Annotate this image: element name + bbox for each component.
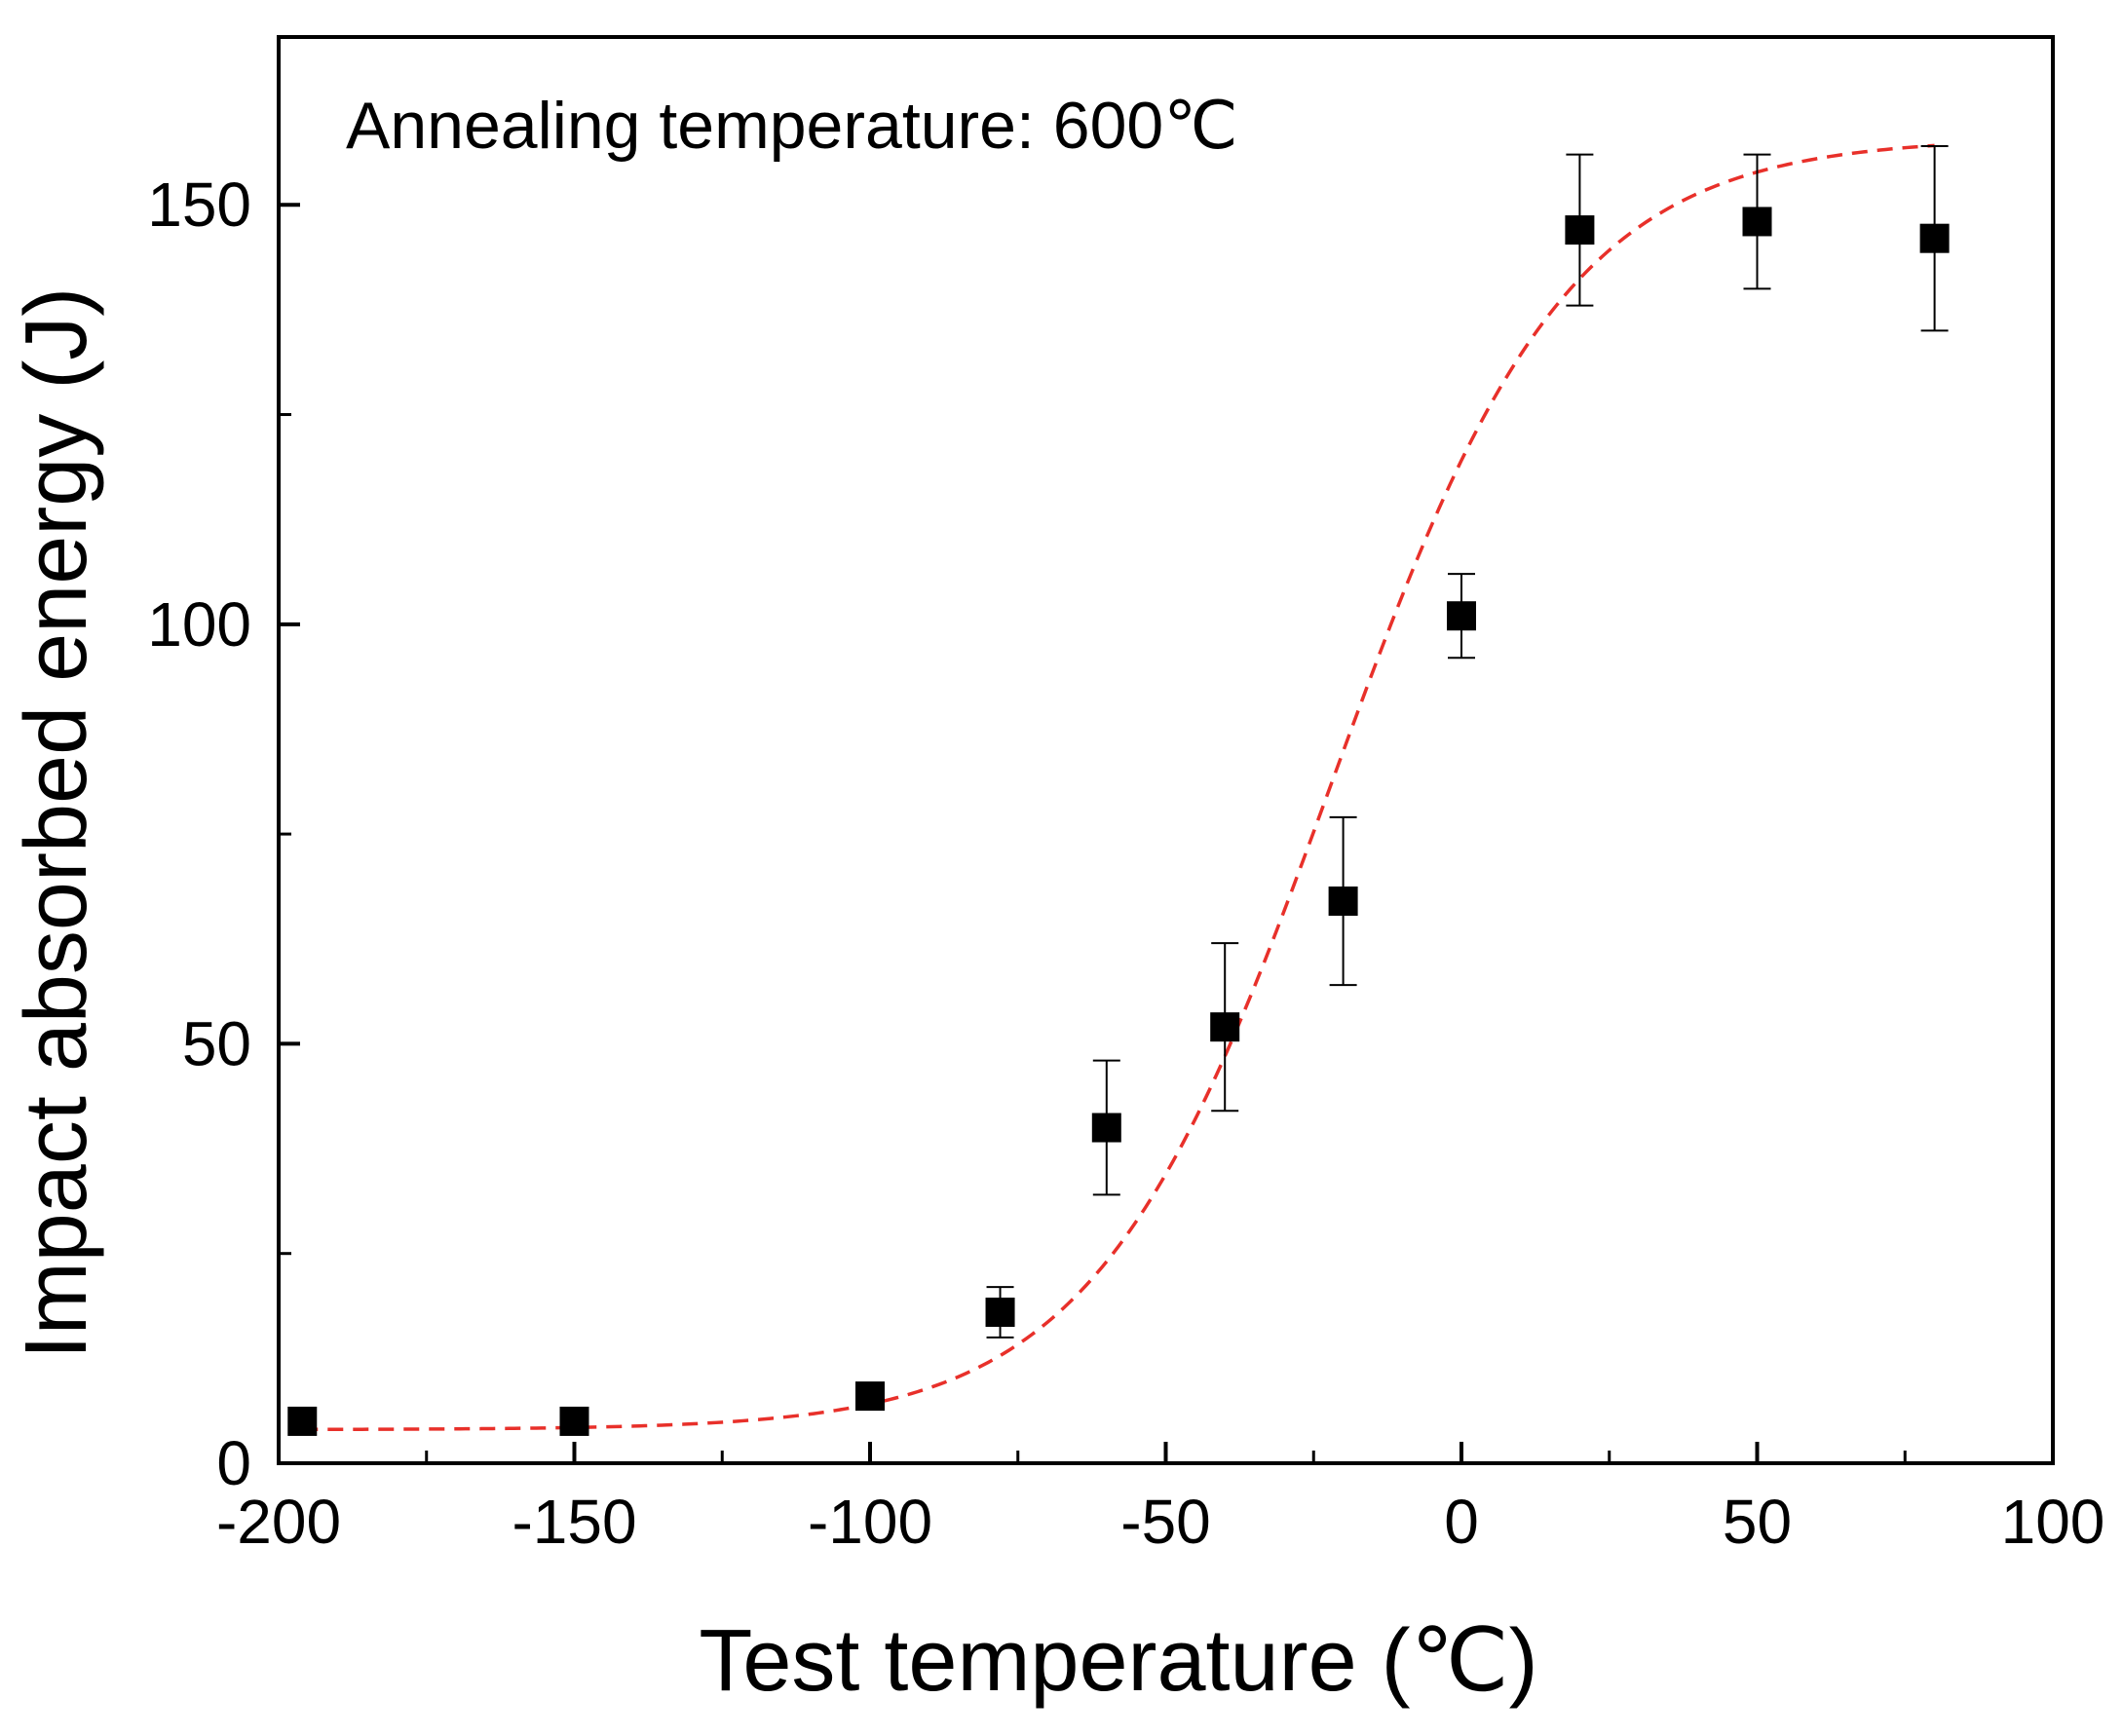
x-tick-label: 100 [2001, 1487, 2105, 1557]
data-point [1091, 1113, 1121, 1143]
data-point [985, 1297, 1015, 1327]
x-tick-label: -200 [216, 1487, 341, 1557]
data-point [1210, 1012, 1240, 1042]
x-tick-label: -150 [512, 1487, 636, 1557]
y-tick-label: 0 [216, 1428, 251, 1498]
data-point [287, 1406, 318, 1436]
y-tick-label: 100 [147, 589, 251, 660]
tick-label-layer: -200 -150 -100 -50 0 50 100 0 50 100 150 [147, 170, 2104, 1557]
marker-layer [287, 207, 1950, 1436]
data-point [1742, 207, 1772, 237]
annotation-text: Annealing temperature: 600℃ [346, 89, 1238, 163]
error-layer [986, 144, 1949, 1339]
x-tick-label: 0 [1444, 1487, 1479, 1557]
data-point [1447, 601, 1476, 631]
data-point [1328, 887, 1358, 917]
plot-frame-group [277, 35, 2055, 1465]
y-axis-title: Impact absorbed energy (J) [8, 287, 105, 1360]
minor-ticks [279, 413, 1907, 1463]
x-tick-label: 50 [1723, 1487, 1792, 1557]
y-tick-label: 150 [147, 170, 251, 240]
x-axis-title: Test temperature (℃) [699, 1612, 1537, 1710]
major-ticks [277, 203, 2055, 1465]
data-point [1565, 215, 1595, 245]
fit-layer [302, 143, 1935, 1432]
y-tick-label: 50 [182, 1008, 251, 1078]
x-tick-label: -100 [808, 1487, 932, 1557]
data-point [855, 1381, 885, 1412]
plot-frame [277, 35, 2055, 1465]
data-point [1919, 223, 1950, 253]
fit-curve [302, 143, 1935, 1432]
data-point [559, 1406, 589, 1436]
x-tick-label: -50 [1120, 1487, 1211, 1557]
